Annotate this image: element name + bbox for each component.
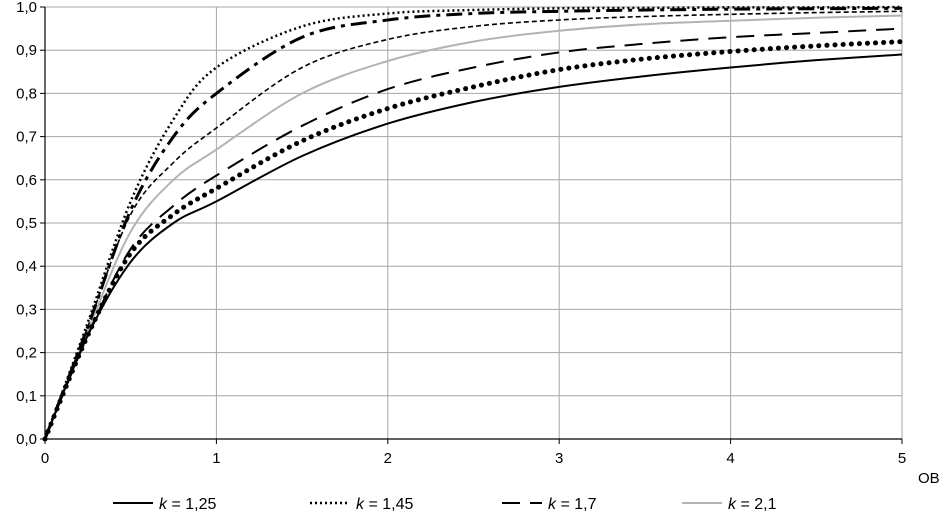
x-tick-label: 3 (555, 450, 563, 467)
y-tick-label: 0,0 (16, 431, 37, 448)
y-tick-label: 1,0 (16, 0, 37, 16)
legend-label: k = 2,1 (728, 496, 777, 513)
x-tick-label: 0 (41, 450, 49, 467)
series-line-4 (44, 14, 903, 440)
legend-label: k = 1,45 (356, 496, 413, 513)
legend-k-symbol: k (159, 496, 168, 513)
x-tick-label: 4 (726, 450, 734, 467)
x-tick-label: 1 (212, 450, 220, 467)
legend-label: k = 1,7 (548, 496, 597, 513)
x-tick-label: 2 (384, 450, 392, 467)
y-tick-label: 0,7 (16, 129, 37, 146)
legend-item: k = 1,45 (310, 496, 413, 513)
series-line-6 (44, 10, 903, 440)
series-line-1 (44, 53, 903, 440)
y-tick-label: 0,6 (16, 172, 37, 189)
legend-k-symbol: k (356, 496, 365, 513)
series-layer (42, 5, 905, 442)
y-tick-label: 0,9 (16, 42, 37, 59)
series-line-2 (43, 5, 903, 440)
axes (40, 6, 903, 444)
y-tick-label: 0,2 (16, 345, 37, 362)
legend: k = 1,25 k = 1,45 k = 1,7 k = 2,1 (113, 496, 777, 513)
legend-k-symbol: k (728, 496, 737, 513)
legend-value: = 1,7 (556, 496, 597, 513)
series-line-7 (43, 6, 903, 440)
legend-item: k = 1,25 (113, 496, 216, 513)
series-line-5 (42, 39, 905, 442)
legend-k-symbol: k (548, 496, 557, 513)
x-tick-label: 5 (898, 450, 906, 467)
x-axis-label: OB (918, 470, 940, 487)
y-tick-label: 0,8 (16, 85, 37, 102)
y-tick-label: 0,3 (16, 301, 37, 318)
legend-label: k = 1,25 (159, 496, 216, 513)
tick-labels: 0,0 0,1 0,2 0,3 0,4 0,5 0,6 0,7 0,8 0,9 1,0 0 1 2 3 4 5 (16, 0, 906, 467)
legend-value: = 1,45 (364, 496, 413, 513)
legend-value: = 1,25 (167, 496, 216, 513)
y-tick-label: 0,5 (16, 215, 37, 232)
legend-item: k = 2,1 (682, 496, 777, 513)
y-tick-label: 0,1 (16, 388, 37, 405)
y-tick-label: 0,4 (16, 258, 37, 275)
series-line-3 (44, 27, 903, 440)
legend-item: k = 1,7 (502, 496, 597, 513)
legend-value: = 2,1 (736, 496, 777, 513)
